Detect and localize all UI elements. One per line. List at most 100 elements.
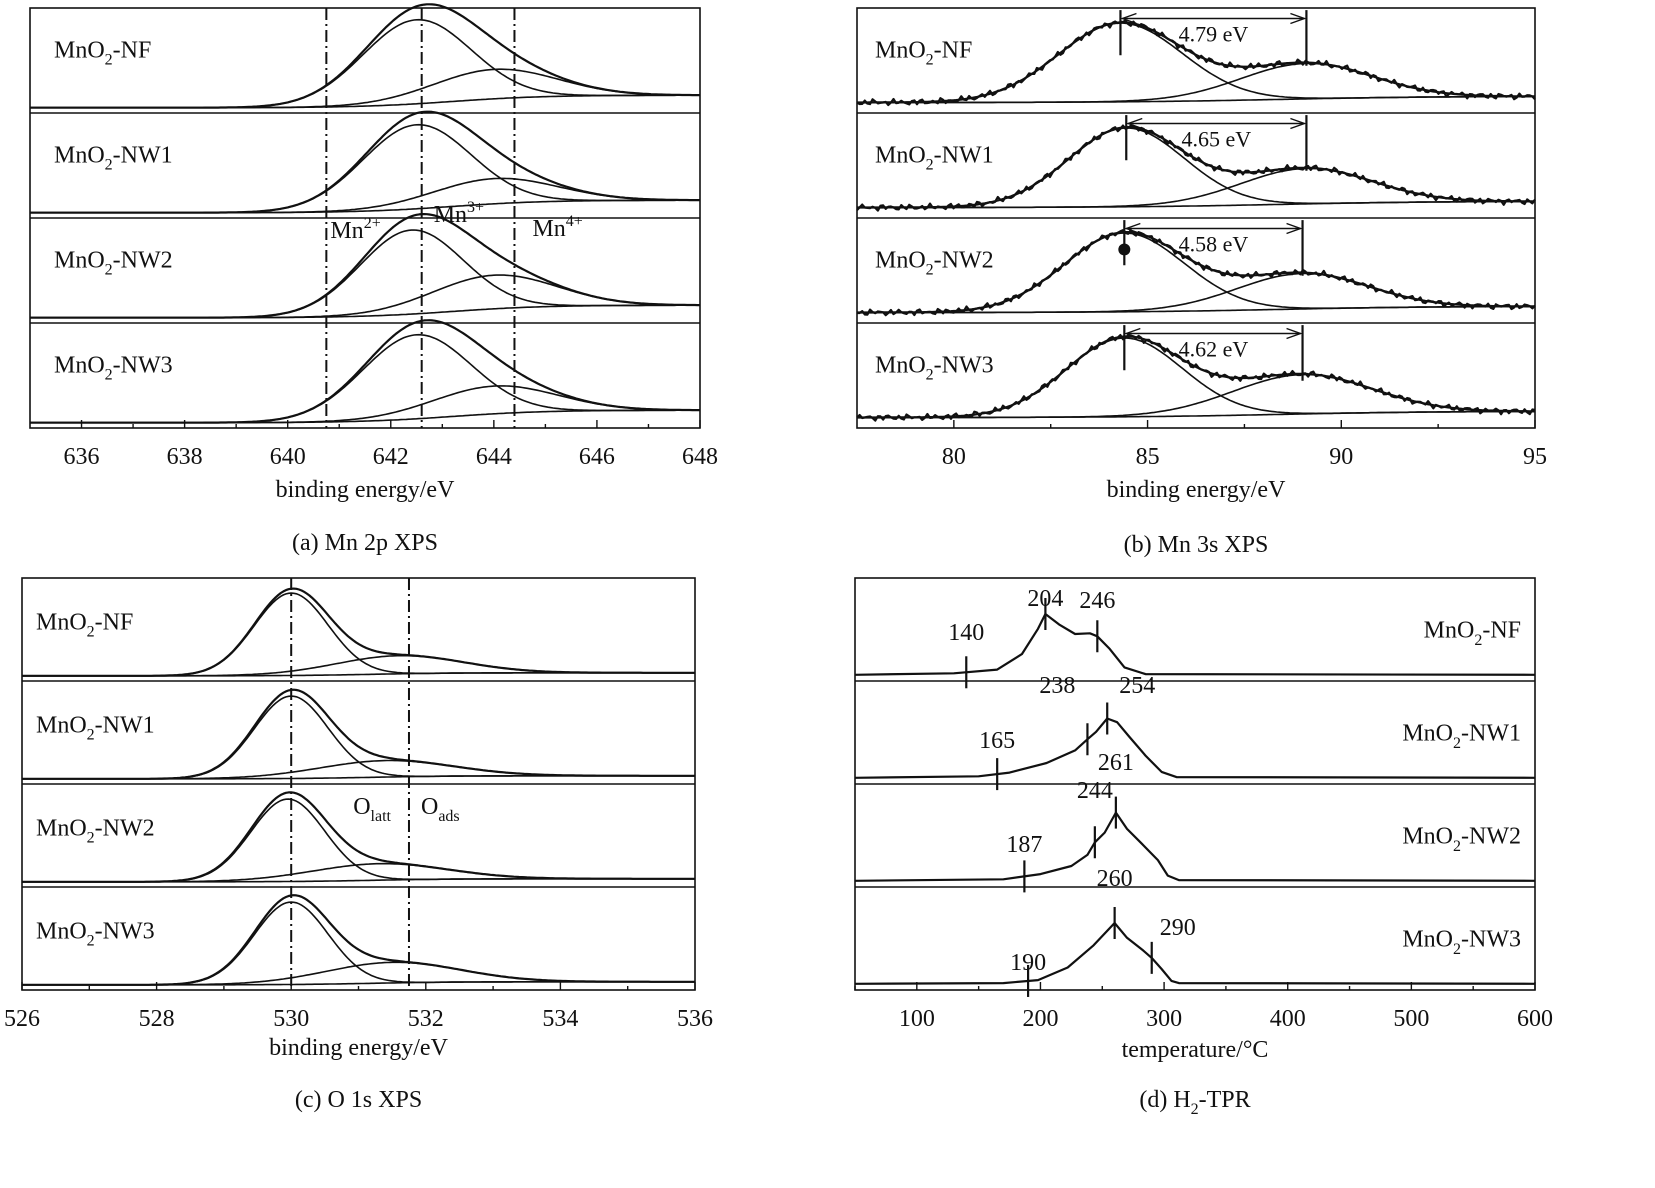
series-label-mno2-nw3-sub: 2 — [926, 367, 934, 384]
x-tick-label: 300 — [1146, 1006, 1182, 1032]
component-1-MnO2-NW2 — [30, 229, 700, 319]
series-label-mno2-nw2: MnO2-NW2 — [875, 247, 994, 278]
peak-label: 246 — [1079, 588, 1115, 614]
ref-label-mn4-sup: 4+ — [566, 213, 583, 230]
series-label-mno2-nw1-tail: -NW1 — [934, 142, 994, 168]
x-axis-label: binding energy/eV — [269, 1035, 449, 1061]
envelope-MnO2-NF — [22, 587, 695, 677]
panel-caption-sub: 2 — [1191, 1101, 1199, 1118]
series-label-mno2-nw1: MnO2-NW1 — [875, 142, 994, 173]
series-label-mno2-nw2-main: MnO — [1402, 824, 1453, 850]
peak-dot — [1118, 243, 1131, 256]
ref-label-mn3-sup: 3+ — [467, 199, 484, 216]
ref-label-mn2: Mn2+ — [330, 215, 380, 244]
ref-label-mn2-sup: 2+ — [364, 215, 381, 232]
baseline-MnO2-NW1 — [30, 199, 700, 214]
series-label-mno2-nf-main: MnO — [54, 37, 105, 63]
ref-label-mn3-main: Mn — [434, 202, 467, 228]
x-axis: 80 85 90 95 — [942, 420, 1547, 470]
x-axis: 526 528 530 532 534 536 — [4, 982, 713, 1032]
x-tick-label: 200 — [1022, 1006, 1058, 1032]
baseline-MnO2-NW2 — [30, 304, 700, 319]
series-label-mno2-nw1-main: MnO — [54, 142, 105, 168]
tpr-curve-MnO2-NW3 — [854, 921, 1536, 985]
x-axis: 636 638 640 642 644 646 648 — [64, 420, 718, 470]
series-label-mno2-nw1-sub: 2 — [926, 157, 934, 174]
ref-label-oads-sub: ads — [438, 808, 459, 825]
x-axis-label: temperature/°C — [1122, 1037, 1269, 1063]
series-label-mno2-nw2-main: MnO — [54, 247, 105, 273]
series-label-mno2-nw3-main: MnO — [875, 352, 926, 378]
series-label-mno2-nw2-sub: 2 — [926, 262, 934, 279]
peak-label: 204 — [1027, 586, 1063, 612]
ref-label-olatt: Olatt — [353, 794, 391, 825]
peak-label: 260 — [1097, 866, 1133, 892]
series-label-mno2-nw1-main: MnO — [36, 713, 87, 739]
series-label-mno2-nw2-tail: -NW2 — [113, 247, 173, 273]
envelope-MnO2-NW2 — [30, 213, 700, 319]
ref-label-mn2-main: Mn — [330, 218, 363, 244]
envelope-MnO2-NF — [857, 21, 1535, 104]
series-label-mno2-nw1-tail: -NW1 — [113, 142, 173, 168]
series-label-mno2-nf: MnO2-NF — [1424, 618, 1521, 649]
series-label-mno2-nf-tail: -NF — [113, 37, 152, 63]
peak-label: 165 — [979, 728, 1015, 754]
series-label-mno2-nf-sub: 2 — [1474, 632, 1482, 649]
x-tick-label: 646 — [579, 444, 615, 470]
peak-label: 140 — [948, 620, 984, 646]
series-label-mno2-nw1-tail: -NW1 — [1461, 721, 1521, 747]
series-label-mno2-nf-sub: 2 — [926, 52, 934, 69]
series-label-mno2-nw3-tail: -NW3 — [1461, 927, 1521, 953]
x-axis-label: binding energy/eV — [276, 477, 456, 503]
series-label-mno2-nw2-main: MnO — [875, 247, 926, 273]
series-label-mno2-nf-main: MnO — [36, 610, 87, 636]
envelope-MnO2-NW1 — [30, 110, 700, 214]
series-label-mno2-nw1-main: MnO — [1402, 721, 1453, 747]
panel-caption: (a) Mn 2p XPS — [292, 530, 438, 556]
series-label-mno2-nw3-main: MnO — [54, 352, 105, 378]
x-tick-label: 644 — [476, 444, 512, 470]
series-label-mno2-nw3: MnO2-NW3 — [54, 352, 173, 383]
series-label-mno2-nw2-tail: -NW2 — [1461, 824, 1521, 850]
series-label-mno2-nf: MnO2-NF — [36, 610, 133, 641]
x-tick-label: 536 — [677, 1006, 713, 1032]
x-tick-label: 600 — [1517, 1006, 1553, 1032]
x-tick-label: 90 — [1329, 444, 1353, 470]
tpr-curve-MnO2-NW1 — [854, 717, 1536, 779]
component-1-MnO2-NW1 — [30, 123, 700, 214]
series-label-mno2-nw2-tail: -NW2 — [95, 816, 155, 842]
series-label-mno2-nw3-sub: 2 — [105, 367, 113, 384]
envelope-MnO2-NW1 — [857, 126, 1535, 209]
series-label-mno2-nw3-tail: -NW3 — [934, 352, 994, 378]
series-label-mno2-nw3: MnO2-NW3 — [875, 352, 994, 383]
panel-caption-tail: -TPR — [1199, 1087, 1251, 1113]
series-label-mno2-nw2-tail: -NW2 — [934, 247, 994, 273]
component-1-MnO2-NW3 — [30, 333, 700, 424]
x-tick-label: 95 — [1523, 444, 1547, 470]
series-label-mno2-nw1: MnO2-NW1 — [54, 142, 173, 173]
x-tick-label: 642 — [373, 444, 409, 470]
series-label-mno2-nw3-tail: -NW3 — [95, 919, 155, 945]
series-label-mno2-nw3: MnO2-NW3 — [36, 919, 155, 950]
panel-caption-main: (d) H — [1139, 1087, 1190, 1113]
x-tick-label: 526 — [4, 1006, 40, 1032]
tpr-curve-MnO2-NW2 — [854, 811, 1536, 882]
envelope-MnO2-NW1 — [22, 688, 695, 780]
peak-label: 244 — [1077, 778, 1113, 804]
splitting-label: 4.65 eV — [1182, 127, 1252, 152]
arrow-head-left — [1124, 222, 1141, 235]
peak-label: 187 — [1006, 832, 1042, 858]
envelope-MnO2-NW2 — [857, 231, 1535, 314]
ref-label-mn3: Mn3+ — [434, 199, 484, 228]
series-label-mno2-nw3-sub: 2 — [87, 933, 95, 950]
ref-label-olatt-main: O — [353, 794, 370, 820]
series-label-mno2-nw1: MnO2-NW1 — [1402, 721, 1521, 752]
series-label-mno2-nf-tail: -NF — [1482, 618, 1521, 644]
arrow-head-right — [1290, 12, 1307, 25]
panel-caption: (c) O 1s XPS — [295, 1087, 422, 1113]
x-tick-label: 648 — [682, 444, 718, 470]
series-label-mno2-nw1-sub: 2 — [87, 727, 95, 744]
